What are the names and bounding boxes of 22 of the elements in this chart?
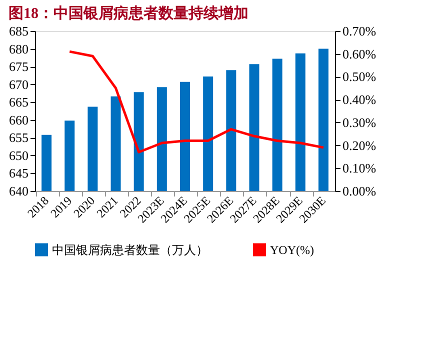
y2-tick-label: 0.60% bbox=[342, 46, 376, 62]
y2-tick-label: 0.00% bbox=[342, 184, 376, 198]
y-tick-label: 660 bbox=[9, 112, 28, 128]
y-tick-label: 645 bbox=[9, 166, 28, 181]
y2-tick-label: 0.50% bbox=[342, 69, 376, 84]
y2-tick-label: 0.30% bbox=[342, 114, 376, 130]
y-tick-label: 675 bbox=[9, 59, 28, 74]
y2-tick-label: 0.70% bbox=[342, 24, 376, 38]
y-tick-label: 650 bbox=[9, 148, 28, 163]
y2-tick-label: 0.40% bbox=[342, 92, 376, 108]
chart-title: 图18：中国银屑病患者数量持续增加 bbox=[8, 5, 248, 22]
line-series bbox=[68, 50, 325, 154]
y-tick-label: 685 bbox=[9, 24, 28, 38]
y-tick-label: 680 bbox=[9, 41, 28, 56]
y2-tick-label: 0.20% bbox=[342, 138, 376, 153]
y-tick-label: 655 bbox=[9, 130, 28, 146]
legend-label: 中国银屑病患者数量（万人） bbox=[52, 242, 208, 257]
y2-tick-label: 0.10% bbox=[342, 160, 376, 176]
legend-label: YOY(%) bbox=[270, 242, 314, 257]
y-tick-label: 640 bbox=[9, 184, 28, 198]
y-tick-label: 665 bbox=[9, 94, 28, 110]
y-tick-label: 670 bbox=[9, 76, 28, 92]
